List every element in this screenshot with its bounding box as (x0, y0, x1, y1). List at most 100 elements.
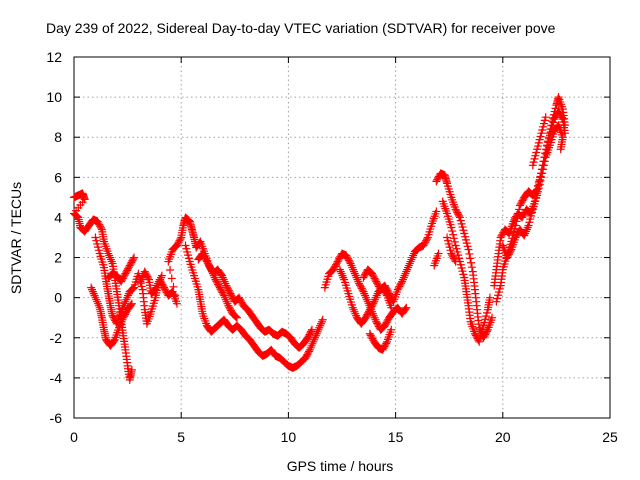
data-point (194, 255, 203, 264)
data-point (443, 179, 452, 188)
data-point-fill (515, 205, 524, 214)
data-point-fill (315, 323, 324, 332)
data-point (496, 281, 505, 290)
data-point (121, 297, 130, 306)
data-point (87, 283, 96, 292)
data-point (112, 319, 121, 328)
data-point (447, 249, 456, 258)
data-point (432, 177, 441, 186)
data-point (537, 129, 546, 138)
data-point-fill (448, 227, 457, 236)
data-point (488, 313, 497, 322)
data-point (121, 345, 130, 354)
data-point-fill (337, 269, 346, 278)
data-point (434, 249, 443, 258)
data-point (108, 259, 117, 268)
data-point (556, 145, 565, 154)
data-point (387, 303, 396, 312)
data-point (153, 281, 162, 290)
data-point (451, 257, 460, 266)
data-point-fill (539, 165, 548, 174)
data-point-fill (403, 265, 412, 274)
data-point (256, 323, 265, 332)
data-point-fill (122, 295, 131, 304)
data-point-fill (408, 253, 417, 262)
data-point (464, 301, 473, 310)
data-point (292, 361, 301, 370)
data-point-fill (398, 275, 407, 284)
data-point (181, 241, 190, 250)
data-point-fill (220, 277, 229, 286)
data-point (526, 209, 535, 218)
data-point (151, 293, 160, 302)
x-axis-title: GPS time / hours (287, 458, 394, 474)
data-point (515, 201, 524, 210)
data-point (134, 269, 143, 278)
data-point-fill (220, 293, 229, 302)
data-point (207, 327, 216, 336)
data-point (402, 267, 411, 276)
data-point (104, 249, 113, 258)
data-point-fill (523, 223, 532, 232)
data-point-fill (362, 293, 371, 302)
data-point (220, 315, 229, 324)
data-point (115, 323, 124, 332)
y-tick-label: 4 (54, 209, 62, 225)
data-point (295, 343, 304, 352)
data-point-fill (137, 275, 146, 284)
data-point (286, 333, 295, 342)
data-point (224, 321, 233, 330)
data-point (192, 243, 201, 252)
data-point (108, 269, 117, 278)
data-point (500, 225, 509, 234)
data-point-fill (176, 235, 185, 244)
data-point-fill (316, 319, 325, 328)
data-point (155, 275, 164, 284)
data-point-fill (354, 277, 363, 286)
data-point (123, 361, 132, 370)
data-point (359, 287, 368, 296)
data-point (254, 347, 263, 356)
x-tick-labels: 0 5 10 15 20 25 (70, 429, 618, 445)
data-point (271, 351, 280, 360)
data-point (117, 307, 126, 316)
data-point (239, 301, 248, 310)
data-point (376, 325, 385, 334)
data-point-fill (351, 309, 360, 318)
data-point-fill (311, 331, 320, 340)
data-point (297, 357, 306, 366)
data-point (520, 231, 529, 240)
data-point (104, 289, 113, 298)
data-point-fill (109, 336, 118, 345)
data-point (507, 245, 516, 254)
data-point (273, 331, 282, 340)
data-point (428, 219, 437, 228)
data-point-fill (362, 295, 371, 304)
data-point (419, 241, 428, 250)
data-point-fill (221, 279, 230, 288)
data-point (232, 313, 241, 322)
data-point (102, 335, 111, 344)
data-point (372, 317, 381, 326)
data-point (387, 325, 396, 334)
data-point-fill (369, 299, 378, 308)
data-point-fill (405, 259, 414, 268)
data-point (460, 229, 469, 238)
data-point (282, 329, 291, 338)
data-point-fill (482, 327, 491, 336)
data-point (473, 305, 482, 314)
data-point (550, 115, 559, 124)
data-point (275, 353, 284, 362)
data-point (198, 249, 207, 258)
data-point (112, 287, 121, 296)
data-point (102, 277, 111, 286)
y-tick-labels: -6 -4 -2 0 2 4 6 8 10 12 (46, 49, 62, 426)
data-point (385, 289, 394, 298)
data-point (470, 329, 479, 338)
plot-frame (73, 56, 611, 419)
data-point (125, 287, 134, 296)
data-point (136, 277, 145, 286)
data-point (340, 275, 349, 284)
data-point (262, 349, 271, 358)
data-point (187, 225, 196, 234)
